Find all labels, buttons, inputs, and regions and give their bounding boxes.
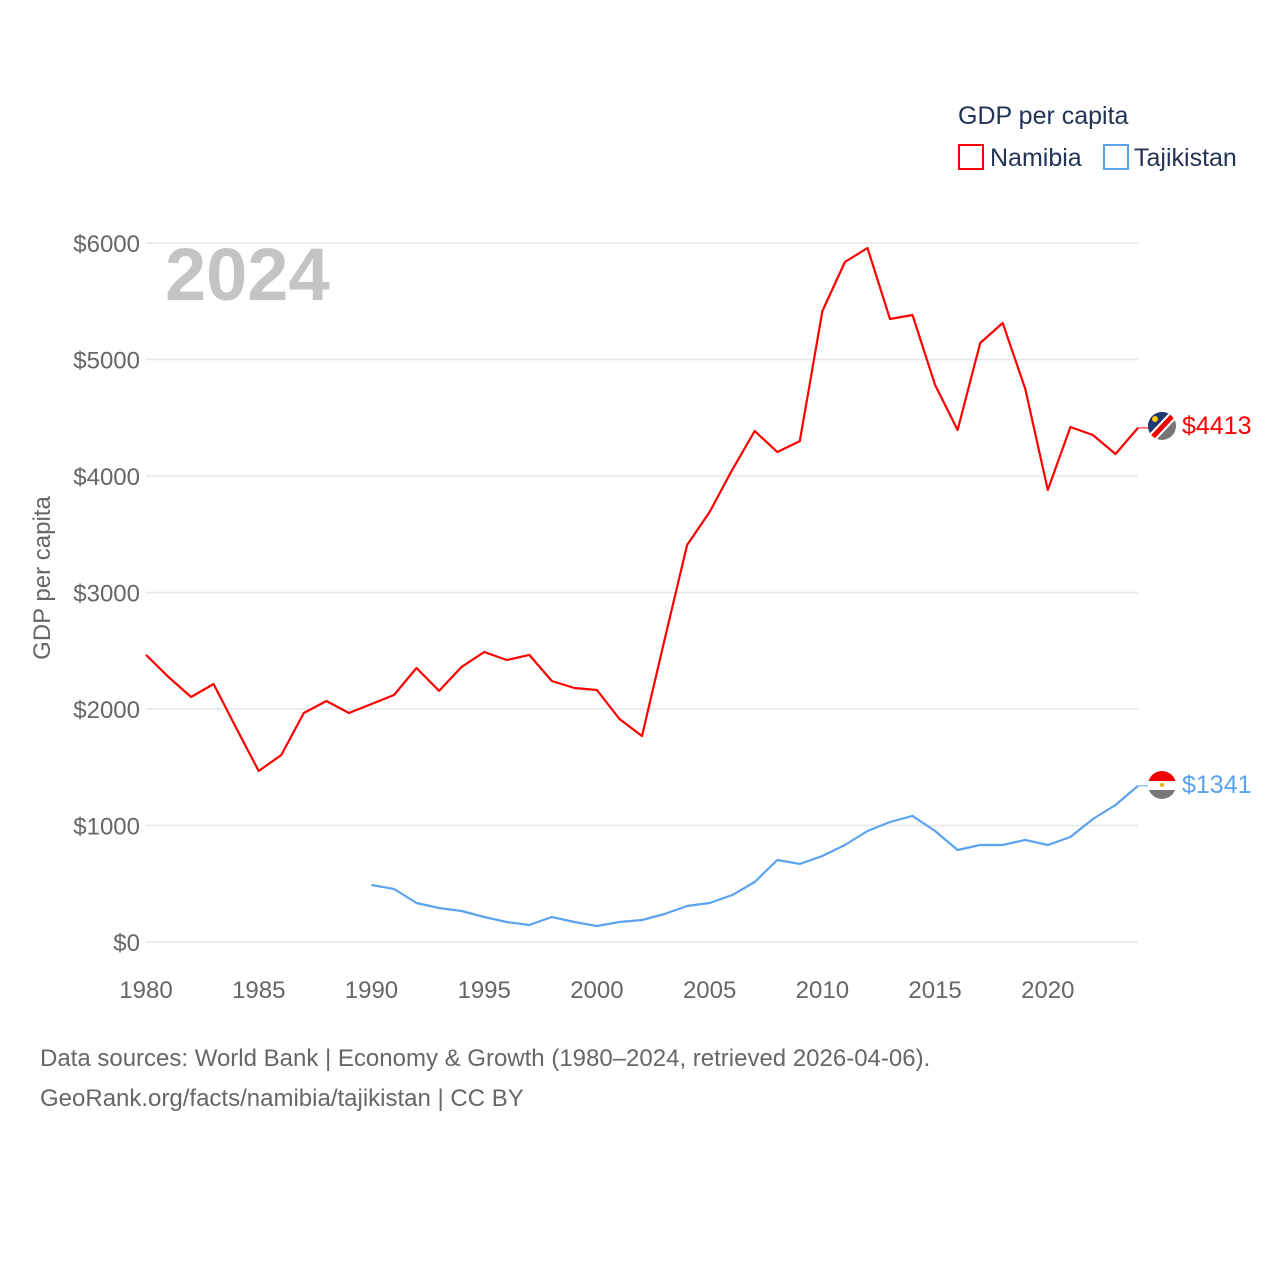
legend: GDP per capita Namibia Tajikistan bbox=[958, 102, 1237, 172]
y-tick-label: $6000 bbox=[73, 231, 140, 258]
tajikistan-end-label: $1341 bbox=[1182, 771, 1252, 799]
legend-label-namibia: Namibia bbox=[990, 144, 1082, 172]
legend-item-namibia[interactable]: Namibia bbox=[958, 144, 1082, 172]
y-tick-label: $2000 bbox=[73, 697, 140, 724]
x-tick-label: 2010 bbox=[796, 977, 849, 1004]
x-tick-label: 1990 bbox=[345, 977, 398, 1004]
namibia-end-label: $4413 bbox=[1182, 412, 1252, 440]
y-tick-label: $1000 bbox=[73, 814, 140, 841]
legend-title: GDP per capita bbox=[958, 102, 1129, 130]
x-tick-label: 1995 bbox=[457, 977, 510, 1004]
namibia-flag-icon bbox=[1148, 412, 1176, 440]
y-tick-label: $4000 bbox=[73, 464, 140, 491]
x-tick-label: 2000 bbox=[570, 977, 623, 1004]
footer-sources: Data sources: World Bank | Economy & Gro… bbox=[40, 1045, 931, 1072]
legend-label-tajikistan: Tajikistan bbox=[1134, 144, 1237, 172]
series-line-namibia[interactable] bbox=[145, 246, 1139, 773]
y-axis-label: GDP per capita bbox=[29, 496, 56, 660]
x-tick-label: 2005 bbox=[683, 977, 736, 1004]
legend-item-tajikistan[interactable]: Tajikistan bbox=[1103, 144, 1237, 172]
y-tick-label: $0 bbox=[113, 930, 140, 957]
year-watermark: 2024 bbox=[165, 233, 330, 316]
y-tick-label: $3000 bbox=[73, 581, 140, 608]
x-tick-label: 1980 bbox=[119, 977, 172, 1004]
footer-credit[interactable]: GeoRank.org/facts/namibia/tajikistan | C… bbox=[40, 1085, 524, 1112]
x-tick-label: 2020 bbox=[1021, 977, 1074, 1004]
x-tick-label: 1985 bbox=[232, 977, 285, 1004]
x-tick-label: 2015 bbox=[908, 977, 961, 1004]
y-tick-label: $5000 bbox=[73, 348, 140, 375]
tajikistan-flag-icon bbox=[1148, 771, 1176, 799]
series-line-tajikistan[interactable] bbox=[371, 784, 1139, 928]
